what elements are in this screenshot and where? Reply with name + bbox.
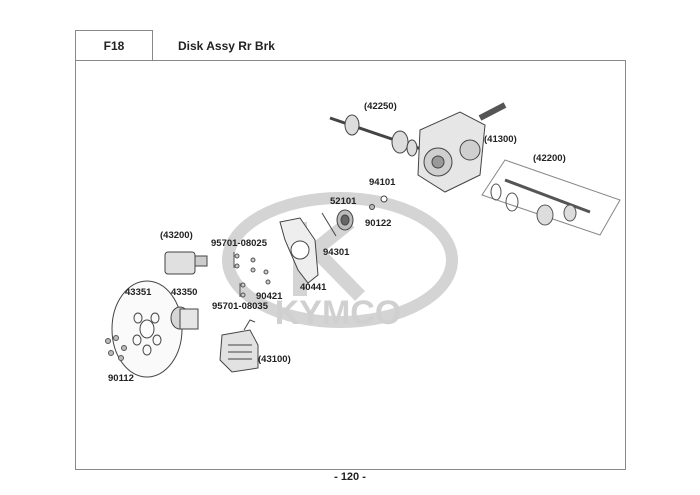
part-label-43100[interactable]: (43100) — [258, 354, 291, 365]
part-label-43351[interactable]: 43351 — [125, 287, 152, 298]
part-label-94301[interactable]: 94301 — [323, 247, 350, 258]
differential-41300 — [417, 102, 507, 193]
figure-code: F18 — [75, 30, 153, 60]
bearing-52101 — [321, 195, 388, 237]
watermark-text: KYMCO — [275, 294, 402, 332]
part-label-95701-08035[interactable]: 95701-08035 — [212, 301, 268, 312]
part-label-52101[interactable]: 52101 — [330, 196, 357, 207]
drive-shaft-42250 — [329, 114, 431, 157]
part-label-43350[interactable]: 43350 — [171, 287, 198, 298]
part-label-43200[interactable]: (43200) — [160, 230, 193, 241]
drive-shaft-42200 — [481, 159, 621, 236]
figure-title: Disk Assy Rr Brk — [178, 39, 275, 53]
caliper-43200 — [164, 251, 208, 275]
bolts — [233, 252, 271, 298]
caliper-bracket-40441 — [279, 217, 319, 284]
part-label-90122[interactable]: 90122 — [365, 218, 392, 229]
part-label-41300[interactable]: (41300) — [484, 134, 517, 145]
nuts-90112 — [105, 335, 127, 361]
caliper-43100 — [219, 319, 259, 373]
part-label-90112[interactable]: 90112 — [108, 373, 134, 384]
part-label-42200[interactable]: (42200) — [533, 153, 566, 164]
part-label-95701-08025[interactable]: 95701-08025 — [211, 238, 267, 249]
hub-43350 — [170, 306, 199, 330]
diagram-frame — [75, 60, 626, 470]
page-number: - 120 - — [334, 471, 366, 483]
part-label-40441[interactable]: 40441 — [300, 282, 327, 293]
part-label-42250[interactable]: (42250) — [364, 101, 397, 112]
brake-disk-43351 — [111, 280, 183, 378]
part-label-90421[interactable]: 90421 — [256, 291, 283, 302]
part-label-94101[interactable]: 94101 — [369, 177, 396, 188]
